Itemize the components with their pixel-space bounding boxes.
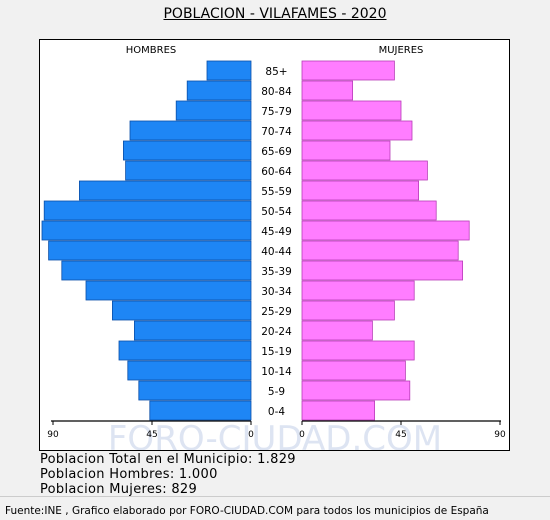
bar-mujeres [301, 380, 411, 401]
bar-hombres [48, 240, 252, 261]
bar-hombres [123, 140, 252, 161]
chart-svg: FORO-CIUDAD.COM HOMBRES MUJERES 85+ 80-84 75-… [41, 45, 506, 450]
x-tick-label: 0 [248, 430, 254, 440]
age-label: 80-84 [261, 86, 292, 98]
bar-mujeres [301, 340, 415, 361]
bar-mujeres [301, 80, 353, 101]
bar-mujeres [301, 320, 373, 341]
age-label: 50-54 [261, 206, 292, 218]
footer-source: Fuente:INE , Grafico elaborado por FORO-… [0, 496, 550, 520]
bar-hombres [186, 80, 252, 101]
bar-hombres [138, 380, 252, 401]
bar-mujeres [301, 140, 391, 161]
x-tick-label: 45 [146, 430, 157, 440]
x-tick-label: 45 [395, 430, 406, 440]
bar-hombres [41, 220, 252, 241]
bar-hombres [43, 200, 252, 221]
bar-hombres [125, 160, 252, 181]
bar-mujeres [301, 240, 459, 261]
population-pyramid-chart: FORO-CIUDAD.COM HOMBRES MUJERES 85+ 80-84 75-… [39, 39, 510, 451]
bar-hombres [129, 120, 252, 141]
age-label: 20-24 [261, 326, 292, 338]
bar-hombres [61, 260, 252, 281]
watermark: FORO-CIUDAD.COM [108, 419, 442, 450]
bar-mujeres [301, 100, 402, 121]
bar-hombres [85, 280, 252, 301]
age-label: 55-59 [261, 186, 292, 198]
age-label: 60-64 [261, 166, 292, 178]
age-label: 70-74 [261, 126, 292, 138]
age-label: 15-19 [261, 346, 292, 358]
stat-hombres: Poblacion Hombres: 1.000 [40, 467, 218, 482]
age-label: 30-34 [261, 286, 292, 298]
bar-mujeres [301, 60, 395, 81]
bar-hombres [175, 100, 252, 121]
age-label: 45-49 [261, 226, 292, 238]
bar-hombres [118, 340, 252, 361]
bar-mujeres [301, 400, 375, 421]
stat-mujeres: Poblacion Mujeres: 829 [40, 482, 198, 497]
x-tick-label: 0 [299, 430, 305, 440]
page-title: POBLACION - VILAFAMES - 2020 [163, 6, 387, 22]
bar-mujeres [301, 280, 415, 301]
age-label: 0-4 [268, 406, 285, 418]
bar-mujeres [301, 360, 406, 381]
bar-hombres [134, 320, 252, 341]
bar-hombres [149, 400, 252, 421]
bar-mujeres [301, 300, 395, 321]
age-label: 65-69 [261, 146, 292, 158]
age-label: 25-29 [261, 306, 292, 318]
age-label: 85+ [265, 66, 287, 78]
age-label: 5-9 [268, 386, 285, 398]
bar-mujeres [301, 160, 428, 181]
bar-hombres [79, 180, 252, 201]
legend-hombres: HOMBRES [126, 45, 177, 56]
bar-hombres [127, 360, 252, 381]
age-label: 40-44 [261, 246, 292, 258]
bar-mujeres [301, 180, 419, 201]
age-label: 75-79 [261, 106, 292, 118]
bar-mujeres [301, 120, 413, 141]
bar-mujeres [301, 260, 464, 281]
bar-hombres [206, 60, 252, 81]
age-label: 10-14 [261, 366, 292, 378]
x-tick-label: 90 [47, 430, 59, 440]
stat-total: Poblacion Total en el Municipio: 1.829 [40, 452, 296, 467]
bar-mujeres [301, 220, 470, 241]
x-tick-label: 90 [494, 430, 506, 440]
age-label: 35-39 [261, 266, 292, 278]
bar-mujeres [301, 200, 437, 221]
bar-hombres [112, 300, 252, 321]
legend-mujeres: MUJERES [379, 45, 424, 56]
